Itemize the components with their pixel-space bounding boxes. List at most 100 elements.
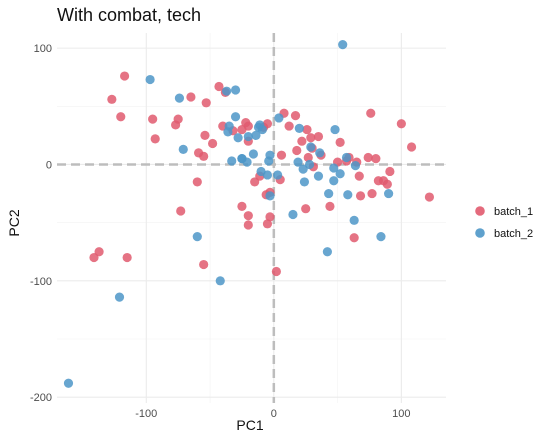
batch_2-point <box>230 85 241 95</box>
batch_2-point <box>257 124 267 135</box>
batch_2-point <box>233 133 243 143</box>
batch_1-point <box>306 133 316 143</box>
batch_1-point <box>396 119 406 129</box>
batch_1-point <box>313 131 324 142</box>
batch_1-point <box>201 98 211 108</box>
batch_2-point <box>335 169 345 179</box>
batch_2-point <box>242 157 252 167</box>
batch_2-point <box>324 188 334 199</box>
batch_1-point <box>325 201 335 211</box>
batch_2-point <box>338 40 348 50</box>
batch_1-point <box>385 166 395 177</box>
batch_1-point <box>148 114 158 124</box>
batch_2-point <box>329 163 339 173</box>
batch_1-point <box>271 266 281 277</box>
x-tick-label: 0 <box>271 408 277 420</box>
batch_2-point <box>304 159 315 170</box>
batch_1-point <box>290 111 301 121</box>
batch_1-point <box>354 171 364 181</box>
batch_1-point <box>363 152 373 163</box>
batch_1-point <box>241 117 251 128</box>
y-tick-label: -200 <box>30 392 52 404</box>
batch_1-point <box>116 112 126 122</box>
batch_1-point <box>199 259 209 270</box>
batch_2-point <box>288 209 298 220</box>
batch_2-point <box>293 157 303 167</box>
batch_1-point <box>297 136 307 146</box>
data-points <box>63 40 435 388</box>
batch_2-point <box>376 232 386 242</box>
batch_1-point <box>292 145 302 156</box>
batch_1-point <box>107 94 117 104</box>
batch_2-point <box>230 112 241 122</box>
batch_1-point <box>366 108 376 118</box>
batch_2-point <box>294 123 304 134</box>
y-tick-label: -100 <box>30 276 52 288</box>
batch_2-point <box>298 164 308 174</box>
batch_2-point <box>145 74 155 85</box>
legend: batch_1 batch_2 <box>475 206 533 240</box>
batch_2-point <box>265 191 275 201</box>
y-tick-label: 100 <box>34 43 52 55</box>
x-tick-label: 100 <box>392 408 410 420</box>
batch_1-point <box>303 152 313 163</box>
batch_1-point <box>173 114 183 124</box>
batch_1-point <box>367 188 377 199</box>
batch_2-point <box>251 130 261 140</box>
batch_2-point <box>330 124 340 135</box>
batch_2-point <box>174 93 185 103</box>
batch_1-point <box>199 151 209 161</box>
y-axis-label: PC2 <box>6 209 22 236</box>
batch_2-point <box>329 176 339 186</box>
batch_2-point <box>223 127 233 137</box>
batch_1-point <box>262 219 273 229</box>
batch_1-point <box>200 130 210 140</box>
batch_1-point <box>243 220 253 230</box>
batch_1-point <box>424 192 435 202</box>
batch_2-point <box>265 150 275 160</box>
batch_1-point <box>382 179 392 189</box>
y-tick-label: 0 <box>46 159 52 171</box>
batch_1-point <box>150 134 160 144</box>
batch_1-point <box>214 81 224 92</box>
batch_2-point <box>384 188 394 199</box>
batch_2-point <box>227 156 237 166</box>
batch_2-point <box>222 86 232 96</box>
batch_1-point <box>119 71 130 81</box>
batch_1-point <box>265 212 275 222</box>
batch_2-point <box>315 148 325 158</box>
legend-label-batch_1: batch_1 <box>494 206 533 218</box>
batch_1-point <box>176 206 186 216</box>
batch_2-point <box>343 190 353 200</box>
batch_2-point <box>299 177 310 187</box>
legend-key-batch_1 <box>475 206 485 216</box>
batch_2-point <box>313 171 324 181</box>
batch_1-point <box>276 150 287 160</box>
batch_2-point <box>243 131 253 142</box>
batch_1-point <box>335 137 345 147</box>
batch_1-point <box>349 233 359 243</box>
batch_2-point <box>192 232 202 242</box>
batch_1-point <box>355 191 366 201</box>
x-axis-label: PC1 <box>236 417 263 433</box>
batch_2-point <box>349 215 359 225</box>
batch_1-point <box>208 138 218 149</box>
batch_1-point <box>302 124 312 135</box>
batch_2-point <box>306 142 316 152</box>
batch_2-point <box>341 152 352 163</box>
batch_1-point <box>237 201 247 211</box>
x-tick-label: -100 <box>135 408 157 420</box>
chart-title: With combat, tech <box>57 5 201 25</box>
batch_1-point <box>192 177 202 187</box>
batch_1-point <box>186 92 196 102</box>
batch_2-point <box>256 166 266 177</box>
batch_2-point <box>274 113 284 123</box>
legend-label-batch_2: batch_2 <box>494 228 533 240</box>
batch_1-point <box>250 177 260 187</box>
tick-labels: -100 0 100 -200 -100 0 100 <box>30 43 411 420</box>
batch_2-point <box>350 161 361 171</box>
batch_1-point <box>371 154 381 164</box>
batch_1-point <box>89 252 99 263</box>
batch_1-point <box>301 204 311 214</box>
